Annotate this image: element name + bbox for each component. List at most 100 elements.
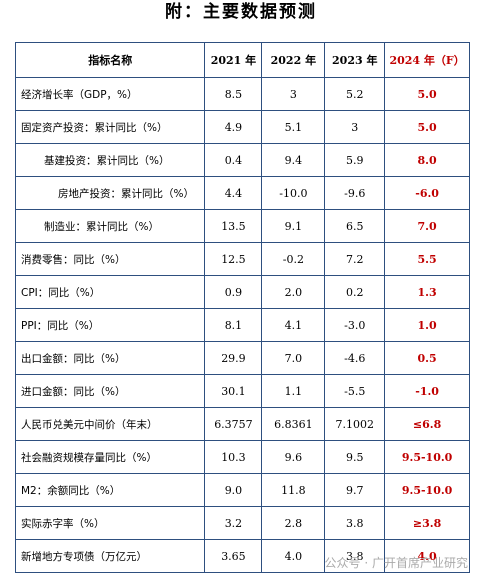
value-cell: ≥3.8 (384, 506, 470, 540)
value-cell: -0.2 (261, 242, 326, 276)
value-cell: 8.1 (204, 308, 263, 342)
table-body: 经济增长率（GDP，%） 8.5 3 5.2 5.0 固定资产投资：累计同比（%） 4.9 5… (14, 77, 470, 573)
indicator-name: PPI：同比（%） (14, 308, 206, 342)
value-cell: 0.2 (324, 275, 386, 309)
value-cell: 7.2 (324, 242, 386, 276)
value-cell: 9.1 (261, 209, 326, 243)
value-cell: 4.0 (261, 539, 326, 573)
value-cell: -1.0 (384, 374, 470, 408)
table-row: 制造业：累计同比（%） 13.5 9.1 6.5 7.0 (14, 209, 470, 243)
indicator-name: 实际赤字率（%） (14, 506, 206, 540)
table-row: 人民币兑美元中间价（年末） 6.3757 6.8361 7.1002 ≤6.8 (14, 407, 470, 441)
value-cell: 7.1002 (324, 407, 386, 441)
table-row: 消费零售：同比（%） 12.5 -0.2 7.2 5.5 (14, 242, 470, 276)
watermark: 公众号 · 广开首席产业研究 (324, 556, 468, 570)
table-row: 基建投资：累计同比（%） 0.4 9.4 5.9 8.0 (14, 143, 470, 177)
value-cell: 8.0 (384, 143, 470, 177)
value-cell: 29.9 (204, 341, 263, 375)
value-cell: 2.8 (261, 506, 326, 540)
table-row: PPI：同比（%） 8.1 4.1 -3.0 1.0 (14, 308, 470, 342)
indicator-name: 出口金额：同比（%） (14, 341, 206, 375)
value-cell: 5.9 (324, 143, 386, 177)
value-cell: 8.5 (204, 77, 263, 111)
value-cell: ≤6.8 (384, 407, 470, 441)
value-cell: 3.8 (324, 506, 386, 540)
table-row: 出口金额：同比（%） 29.9 7.0 -4.6 0.5 (14, 341, 470, 375)
table-row: 新增地方专项债（万亿元） 3.65 4.0 3.8 4.0 (14, 539, 470, 573)
value-cell: 0.5 (384, 341, 470, 375)
forecast-table: 指标名称 2021 年 2022 年 2023 年 2024 年（F） 经济增长率（GD… (14, 42, 470, 573)
value-cell: 9.4 (261, 143, 326, 177)
value-cell: 12.5 (204, 242, 263, 276)
value-cell: 1.0 (384, 308, 470, 342)
value-cell: 5.1 (261, 110, 326, 144)
value-cell: 4.4 (204, 176, 263, 210)
table-row: M2：余额同比（%） 9.0 11.8 9.7 9.5-10.0 (14, 473, 470, 507)
value-cell: 7.0 (261, 341, 326, 375)
value-cell: 10.3 (204, 440, 263, 474)
value-cell: -5.5 (324, 374, 386, 408)
indicator-name: 基建投资：累计同比（%） (14, 143, 206, 177)
value-cell: 9.5 (324, 440, 386, 474)
value-cell: 30.1 (204, 374, 263, 408)
value-cell: 0.9 (204, 275, 263, 309)
header-cell: 2021 年 (204, 42, 263, 78)
table-row: 社会融资规模存量同比（%） 10.3 9.6 9.5 9.5-10.0 (14, 440, 470, 474)
value-cell: -9.6 (324, 176, 386, 210)
table-row: 固定资产投资：累计同比（%） 4.9 5.1 3 5.0 (14, 110, 470, 144)
value-cell: 9.5-10.0 (384, 440, 470, 474)
value-cell: 9.7 (324, 473, 386, 507)
value-cell: 9.6 (261, 440, 326, 474)
value-cell: 6.5 (324, 209, 386, 243)
table-row: 进口金额：同比（%） 30.1 1.1 -5.5 -1.0 (14, 374, 470, 408)
table-row: CPI：同比（%） 0.9 2.0 0.2 1.3 (14, 275, 470, 309)
value-cell: 1.3 (384, 275, 470, 309)
indicator-name: 社会融资规模存量同比（%） (14, 440, 206, 474)
header-row: 指标名称 2021 年 2022 年 2023 年 2024 年（F） (14, 42, 470, 78)
value-cell: 1.1 (261, 374, 326, 408)
value-cell: 4.0 (384, 539, 470, 573)
value-cell: -6.0 (384, 176, 470, 210)
indicator-name: 房地产投资：累计同比（%） (14, 176, 206, 210)
indicator-name: 经济增长率（GDP，%） (14, 77, 206, 111)
value-cell: 3 (324, 110, 386, 144)
value-cell: 13.5 (204, 209, 263, 243)
indicator-name: 制造业：累计同比（%） (14, 209, 206, 243)
indicator-name: CPI：同比（%） (14, 275, 206, 309)
header-cell: 指标名称 (14, 42, 206, 78)
value-cell: 5.5 (384, 242, 470, 276)
indicator-name: 进口金额：同比（%） (14, 374, 206, 408)
value-cell: -4.6 (324, 341, 386, 375)
value-cell: 4.1 (261, 308, 326, 342)
value-cell: 3.8 (324, 539, 386, 573)
value-cell: 5.2 (324, 77, 386, 111)
value-cell: 6.8361 (261, 407, 326, 441)
indicator-name: M2：余额同比（%） (14, 473, 206, 507)
indicator-name: 消费零售：同比（%） (14, 242, 206, 276)
value-cell: 3 (261, 77, 326, 111)
table-row: 房地产投资：累计同比（%） 4.4 -10.0 -9.6 -6.0 (14, 176, 470, 210)
value-cell: -10.0 (261, 176, 326, 210)
indicator-name: 人民币兑美元中间价（年末） (14, 407, 206, 441)
value-cell: 9.0 (204, 473, 263, 507)
value-cell: 5.0 (384, 77, 470, 111)
value-cell: -3.0 (324, 308, 386, 342)
value-cell: 11.8 (261, 473, 326, 507)
title: 附：主要数据预测 (165, 2, 317, 22)
value-cell: 7.0 (384, 209, 470, 243)
value-cell: 6.3757 (204, 407, 263, 441)
header-cell: 2022 年 (261, 42, 326, 78)
header-cell: 2024 年（F） (384, 42, 470, 78)
value-cell: 9.5-10.0 (384, 473, 470, 507)
table-row: 实际赤字率（%） 3.2 2.8 3.8 ≥3.8 (14, 506, 470, 540)
value-cell: 3.65 (204, 539, 263, 573)
indicator-name: 新增地方专项债（万亿元） (14, 539, 206, 573)
value-cell: 2.0 (261, 275, 326, 309)
indicator-name: 固定资产投资：累计同比（%） (14, 110, 206, 144)
header-cell: 2023 年 (324, 42, 386, 78)
value-cell: 4.9 (204, 110, 263, 144)
value-cell: 0.4 (204, 143, 263, 177)
value-cell: 5.0 (384, 110, 470, 144)
table-row: 经济增长率（GDP，%） 8.5 3 5.2 5.0 (14, 77, 470, 111)
